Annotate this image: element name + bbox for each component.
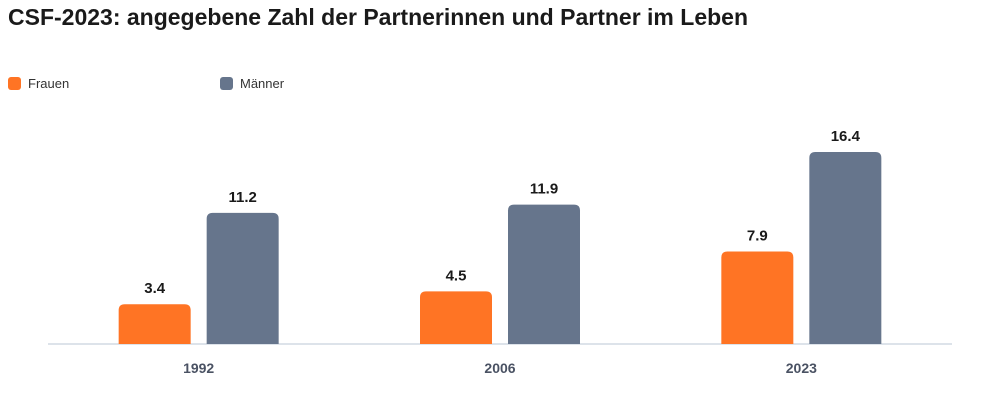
category-label-1992: 1992	[183, 360, 214, 376]
value-label-frauen-1992: 3.4	[144, 280, 166, 297]
legend-label-frauen: Frauen	[28, 76, 70, 91]
legend-swatch-maenner	[220, 77, 233, 90]
bar-frauen-2023[interactable]	[721, 251, 794, 344]
bar-maenner-2023[interactable]	[809, 152, 882, 344]
legend-swatch-frauen	[8, 77, 21, 90]
value-labels-group: 3.4 11.2 4.5 11.9 7.9 16.4	[144, 128, 860, 297]
value-label-maenner-2006: 11.9	[530, 181, 558, 198]
legend-item-frauen[interactable]: Frauen	[8, 76, 69, 91]
legend-item-maenner[interactable]: Männer	[220, 76, 284, 91]
category-labels-group: 1992 2006 2023	[183, 360, 817, 376]
value-label-maenner-2023: 16.4	[831, 128, 861, 145]
value-label-maenner-1992: 11.2	[228, 189, 256, 206]
bars-group	[118, 152, 882, 344]
category-label-2006: 2006	[484, 360, 515, 376]
value-label-frauen-2023: 7.9	[747, 228, 768, 245]
bar-frauen-2006[interactable]	[420, 291, 492, 344]
legend-label-maenner: Männer	[240, 76, 285, 91]
bar-maenner-1992[interactable]	[206, 212, 279, 344]
chart-title: CSF-2023: angegebene Zahl der Partnerinn…	[8, 4, 748, 30]
bar-maenner-2006[interactable]	[508, 204, 580, 344]
bar-frauen-1992[interactable]	[118, 304, 191, 344]
value-label-frauen-2006: 4.5	[446, 267, 467, 284]
category-label-2023: 2023	[786, 360, 817, 376]
